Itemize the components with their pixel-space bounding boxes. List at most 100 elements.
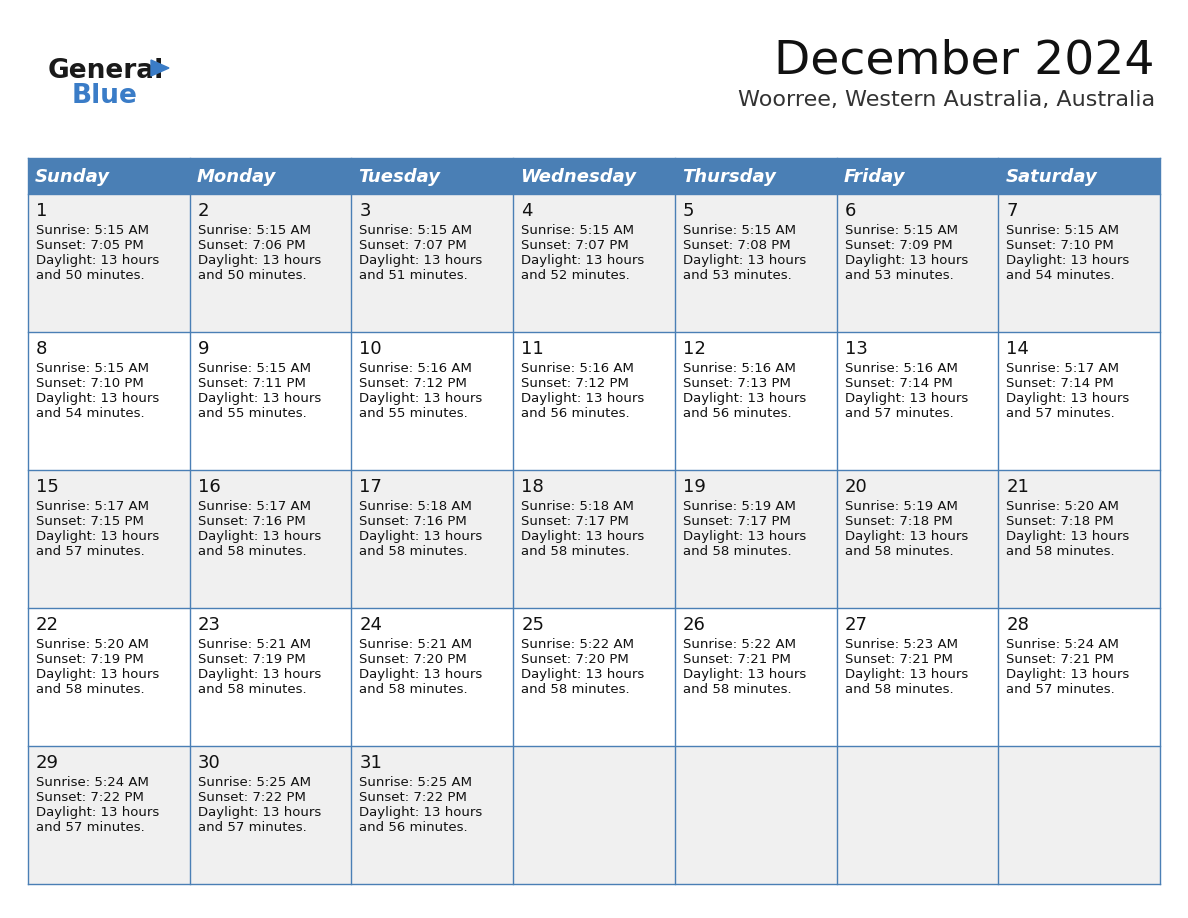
Text: Daylight: 13 hours: Daylight: 13 hours <box>522 530 644 543</box>
Text: 14: 14 <box>1006 340 1029 358</box>
Text: and 58 minutes.: and 58 minutes. <box>360 683 468 696</box>
Text: Daylight: 13 hours: Daylight: 13 hours <box>36 668 159 681</box>
Text: Sunrise: 5:17 AM: Sunrise: 5:17 AM <box>36 500 148 513</box>
Text: Sunset: 7:14 PM: Sunset: 7:14 PM <box>845 377 953 390</box>
Bar <box>29 158 190 194</box>
Text: Sunset: 7:12 PM: Sunset: 7:12 PM <box>522 377 628 390</box>
Text: Sunset: 7:05 PM: Sunset: 7:05 PM <box>36 239 144 252</box>
Text: Daylight: 13 hours: Daylight: 13 hours <box>197 668 321 681</box>
Text: Sunrise: 5:18 AM: Sunrise: 5:18 AM <box>360 500 473 513</box>
Text: Daylight: 13 hours: Daylight: 13 hours <box>36 392 159 405</box>
Text: 24: 24 <box>360 616 383 634</box>
Text: Daylight: 13 hours: Daylight: 13 hours <box>845 530 968 543</box>
Text: 5: 5 <box>683 202 694 220</box>
Text: Sunset: 7:22 PM: Sunset: 7:22 PM <box>36 791 144 804</box>
Text: and 57 minutes.: and 57 minutes. <box>1006 407 1116 420</box>
Text: Wednesday: Wednesday <box>520 168 636 186</box>
Text: Sunset: 7:18 PM: Sunset: 7:18 PM <box>845 515 953 528</box>
Text: Sunrise: 5:22 AM: Sunrise: 5:22 AM <box>522 638 634 651</box>
Text: and 57 minutes.: and 57 minutes. <box>36 821 145 834</box>
Text: 15: 15 <box>36 478 59 496</box>
Bar <box>29 332 1159 470</box>
Text: and 57 minutes.: and 57 minutes. <box>845 407 953 420</box>
Text: and 50 minutes.: and 50 minutes. <box>36 269 145 282</box>
Text: Sunset: 7:16 PM: Sunset: 7:16 PM <box>360 515 467 528</box>
Text: and 57 minutes.: and 57 minutes. <box>36 545 145 558</box>
Text: Sunset: 7:22 PM: Sunset: 7:22 PM <box>360 791 467 804</box>
Text: Daylight: 13 hours: Daylight: 13 hours <box>1006 530 1130 543</box>
Text: Sunrise: 5:21 AM: Sunrise: 5:21 AM <box>197 638 311 651</box>
Text: 27: 27 <box>845 616 867 634</box>
Text: Sunset: 7:10 PM: Sunset: 7:10 PM <box>1006 239 1114 252</box>
Bar <box>675 158 836 194</box>
Text: Blue: Blue <box>72 83 138 109</box>
Text: Sunrise: 5:24 AM: Sunrise: 5:24 AM <box>1006 638 1119 651</box>
Text: Sunrise: 5:15 AM: Sunrise: 5:15 AM <box>197 224 311 237</box>
Text: Sunrise: 5:18 AM: Sunrise: 5:18 AM <box>522 500 634 513</box>
Text: Tuesday: Tuesday <box>359 168 441 186</box>
Text: Daylight: 13 hours: Daylight: 13 hours <box>845 392 968 405</box>
Text: Sunrise: 5:25 AM: Sunrise: 5:25 AM <box>360 776 473 789</box>
Text: Sunset: 7:11 PM: Sunset: 7:11 PM <box>197 377 305 390</box>
Text: 13: 13 <box>845 340 867 358</box>
Text: Sunrise: 5:16 AM: Sunrise: 5:16 AM <box>683 362 796 375</box>
Text: 31: 31 <box>360 754 383 772</box>
Text: Daylight: 13 hours: Daylight: 13 hours <box>1006 254 1130 267</box>
Text: Sunrise: 5:20 AM: Sunrise: 5:20 AM <box>1006 500 1119 513</box>
Text: Daylight: 13 hours: Daylight: 13 hours <box>683 254 807 267</box>
Text: Sunrise: 5:25 AM: Sunrise: 5:25 AM <box>197 776 311 789</box>
Text: and 56 minutes.: and 56 minutes. <box>522 407 630 420</box>
Text: 12: 12 <box>683 340 706 358</box>
Text: Sunrise: 5:16 AM: Sunrise: 5:16 AM <box>845 362 958 375</box>
Text: Daylight: 13 hours: Daylight: 13 hours <box>197 806 321 819</box>
Text: Daylight: 13 hours: Daylight: 13 hours <box>845 668 968 681</box>
Text: Sunrise: 5:15 AM: Sunrise: 5:15 AM <box>1006 224 1119 237</box>
Text: Daylight: 13 hours: Daylight: 13 hours <box>683 530 807 543</box>
Text: Sunrise: 5:23 AM: Sunrise: 5:23 AM <box>845 638 958 651</box>
Text: Sunset: 7:18 PM: Sunset: 7:18 PM <box>1006 515 1114 528</box>
Text: 4: 4 <box>522 202 532 220</box>
Text: and 58 minutes.: and 58 minutes. <box>845 683 953 696</box>
Text: Sunrise: 5:17 AM: Sunrise: 5:17 AM <box>197 500 311 513</box>
Text: 18: 18 <box>522 478 544 496</box>
Text: and 58 minutes.: and 58 minutes. <box>683 683 791 696</box>
Text: Daylight: 13 hours: Daylight: 13 hours <box>197 254 321 267</box>
Text: and 53 minutes.: and 53 minutes. <box>845 269 953 282</box>
Text: Sunrise: 5:19 AM: Sunrise: 5:19 AM <box>845 500 958 513</box>
Text: and 58 minutes.: and 58 minutes. <box>522 545 630 558</box>
Text: and 58 minutes.: and 58 minutes. <box>36 683 145 696</box>
Text: Sunrise: 5:19 AM: Sunrise: 5:19 AM <box>683 500 796 513</box>
Text: and 58 minutes.: and 58 minutes. <box>1006 545 1114 558</box>
Text: Sunset: 7:15 PM: Sunset: 7:15 PM <box>36 515 144 528</box>
Text: Sunrise: 5:16 AM: Sunrise: 5:16 AM <box>522 362 634 375</box>
Text: Daylight: 13 hours: Daylight: 13 hours <box>522 668 644 681</box>
Text: Daylight: 13 hours: Daylight: 13 hours <box>522 392 644 405</box>
Text: Sunset: 7:10 PM: Sunset: 7:10 PM <box>36 377 144 390</box>
Text: Sunrise: 5:17 AM: Sunrise: 5:17 AM <box>1006 362 1119 375</box>
Text: Sunset: 7:21 PM: Sunset: 7:21 PM <box>1006 653 1114 666</box>
Text: Sunrise: 5:15 AM: Sunrise: 5:15 AM <box>36 224 148 237</box>
Text: Sunset: 7:06 PM: Sunset: 7:06 PM <box>197 239 305 252</box>
Text: and 54 minutes.: and 54 minutes. <box>36 407 145 420</box>
Text: and 58 minutes.: and 58 minutes. <box>522 683 630 696</box>
Text: Thursday: Thursday <box>682 168 776 186</box>
Text: Saturday: Saturday <box>1005 168 1097 186</box>
Text: Friday: Friday <box>843 168 905 186</box>
Text: 17: 17 <box>360 478 383 496</box>
Text: and 57 minutes.: and 57 minutes. <box>197 821 307 834</box>
Text: 6: 6 <box>845 202 855 220</box>
Text: 20: 20 <box>845 478 867 496</box>
Text: Daylight: 13 hours: Daylight: 13 hours <box>360 806 482 819</box>
Text: Sunset: 7:07 PM: Sunset: 7:07 PM <box>522 239 628 252</box>
Text: Daylight: 13 hours: Daylight: 13 hours <box>36 530 159 543</box>
Text: Daylight: 13 hours: Daylight: 13 hours <box>683 668 807 681</box>
Text: Sunset: 7:08 PM: Sunset: 7:08 PM <box>683 239 790 252</box>
Text: Sunset: 7:17 PM: Sunset: 7:17 PM <box>683 515 791 528</box>
Text: Sunset: 7:21 PM: Sunset: 7:21 PM <box>683 653 791 666</box>
Text: Sunset: 7:16 PM: Sunset: 7:16 PM <box>197 515 305 528</box>
Text: Sunrise: 5:15 AM: Sunrise: 5:15 AM <box>683 224 796 237</box>
Text: and 51 minutes.: and 51 minutes. <box>360 269 468 282</box>
Text: Sunset: 7:19 PM: Sunset: 7:19 PM <box>197 653 305 666</box>
Text: Sunrise: 5:16 AM: Sunrise: 5:16 AM <box>360 362 473 375</box>
Bar <box>29 470 1159 608</box>
